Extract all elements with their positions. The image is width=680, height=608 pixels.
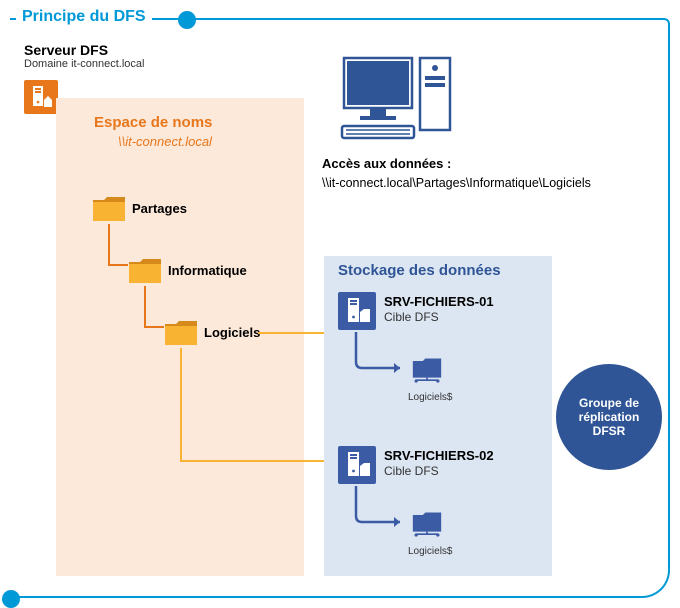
- arrow-icon: [352, 484, 412, 532]
- title-dot-top: [178, 11, 196, 29]
- share-folder-icon: [408, 510, 446, 540]
- share-label-1: Logiciels$: [408, 392, 452, 403]
- storage-title: Stockage des données: [338, 262, 501, 279]
- dfsr-line2: réplication: [579, 410, 640, 424]
- tree-line: [144, 326, 164, 328]
- file-server-icon: [338, 446, 376, 484]
- server-role-2: Cible DFS: [384, 464, 439, 478]
- tree-line: [108, 264, 128, 266]
- namespace-path: \\it-connect.local: [118, 134, 212, 149]
- diagram-canvas: Principe du DFS Serveur DFS Domaine it-c…: [0, 0, 680, 608]
- tree-line: [144, 286, 146, 326]
- dfsr-badge: Groupe de réplication DFSR: [556, 364, 662, 470]
- access-path: \\it-connect.local\Partages\Informatique…: [322, 176, 591, 190]
- connector-line: [180, 348, 182, 460]
- arrow-icon: [352, 330, 412, 378]
- tree-line: [108, 224, 110, 264]
- server-role-1: Cible DFS: [384, 310, 439, 324]
- share-label-2: Logiciels$: [408, 546, 452, 557]
- access-label: Accès aux données :: [322, 156, 451, 171]
- connector-line: [258, 332, 334, 334]
- folder-icon: [92, 196, 126, 222]
- dfsr-line1: Groupe de: [579, 396, 639, 410]
- diagram-title: Principe du DFS: [16, 8, 152, 26]
- title-dot-bottom: [2, 590, 20, 608]
- folder-label-partages: Partages: [132, 201, 187, 216]
- folder-icon: [128, 258, 162, 284]
- share-folder-icon: [408, 356, 446, 386]
- folder-label-informatique: Informatique: [168, 263, 247, 278]
- computer-icon: [340, 50, 458, 147]
- connector-line: [180, 460, 334, 462]
- file-server-icon: [338, 292, 376, 330]
- server-name-2: SRV-FICHIERS-02: [384, 448, 494, 463]
- namespace-title: Espace de noms: [94, 114, 212, 131]
- server-name-1: SRV-FICHIERS-01: [384, 294, 494, 309]
- dfs-server-domain: Domaine it-connect.local: [24, 58, 144, 70]
- dfs-server-icon: [24, 80, 58, 114]
- folder-label-logiciels: Logiciels: [204, 325, 260, 340]
- dfsr-line3: DFSR: [593, 424, 626, 438]
- folder-icon: [164, 320, 198, 346]
- dfs-server-title: Serveur DFS: [24, 42, 108, 58]
